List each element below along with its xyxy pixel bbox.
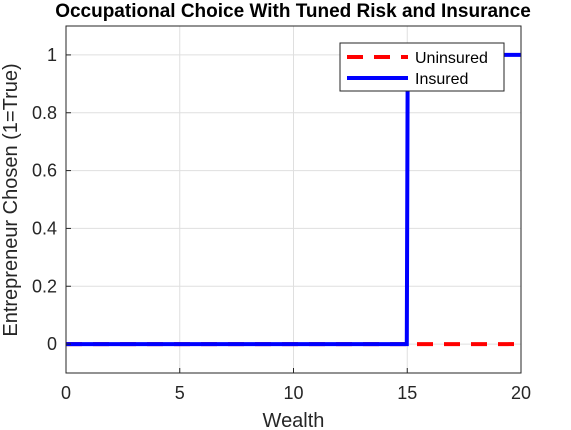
x-axis-label: Wealth: [263, 410, 325, 430]
x-tick-label: 15: [397, 383, 417, 403]
legend-label-uninsured: Uninsured: [415, 50, 488, 67]
y-tick-label: 1: [47, 45, 57, 65]
y-tick-label: 0.4: [32, 218, 57, 238]
y-axis-label: Entrepreneur Chosen (1=True): [0, 63, 22, 336]
legend-label-insured: Insured: [415, 71, 468, 88]
legend: Uninsured Insured: [339, 42, 505, 92]
y-axis: 0 0.2 0.4 0.6 0.8 1: [32, 45, 71, 354]
x-tick-label: 10: [283, 383, 303, 403]
x-tick-label: 5: [175, 383, 185, 403]
x-axis: 0 5 10 15 20: [61, 368, 531, 403]
y-tick-label: 0.8: [32, 103, 57, 123]
y-tick-label: 0.6: [32, 161, 57, 181]
x-tick-label: 0: [61, 383, 71, 403]
y-tick-label: 0.2: [32, 276, 57, 296]
y-tick-label: 0: [47, 334, 57, 354]
legend-box: [339, 42, 505, 92]
chart-title: Occupational Choice With Tuned Risk and …: [55, 1, 531, 22]
x-tick-label: 20: [511, 383, 531, 403]
